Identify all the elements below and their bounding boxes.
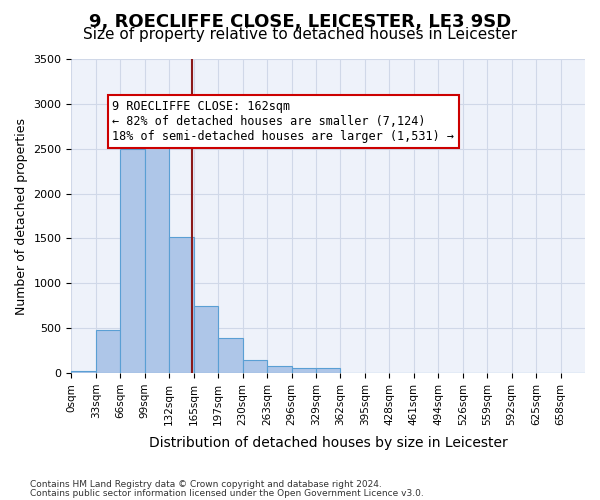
Bar xyxy=(242,360,267,373)
Bar xyxy=(218,338,242,373)
Bar xyxy=(169,236,194,373)
Y-axis label: Number of detached properties: Number of detached properties xyxy=(15,118,28,314)
Bar xyxy=(71,371,96,373)
Bar xyxy=(145,120,169,373)
X-axis label: Distribution of detached houses by size in Leicester: Distribution of detached houses by size … xyxy=(149,436,508,450)
Text: 9, ROECLIFFE CLOSE, LEICESTER, LE3 9SD: 9, ROECLIFFE CLOSE, LEICESTER, LE3 9SD xyxy=(89,12,511,30)
Bar xyxy=(96,330,121,373)
Text: 9 ROECLIFFE CLOSE: 162sqm
← 82% of detached houses are smaller (7,124)
18% of se: 9 ROECLIFFE CLOSE: 162sqm ← 82% of detac… xyxy=(112,100,454,143)
Text: Size of property relative to detached houses in Leicester: Size of property relative to detached ho… xyxy=(83,28,517,42)
Bar xyxy=(316,368,340,373)
Bar xyxy=(292,368,316,373)
Text: Contains HM Land Registry data © Crown copyright and database right 2024.: Contains HM Land Registry data © Crown c… xyxy=(30,480,382,489)
Text: Contains public sector information licensed under the Open Government Licence v3: Contains public sector information licen… xyxy=(30,488,424,498)
Bar xyxy=(267,366,292,373)
Bar xyxy=(121,148,145,373)
Bar xyxy=(194,306,218,373)
